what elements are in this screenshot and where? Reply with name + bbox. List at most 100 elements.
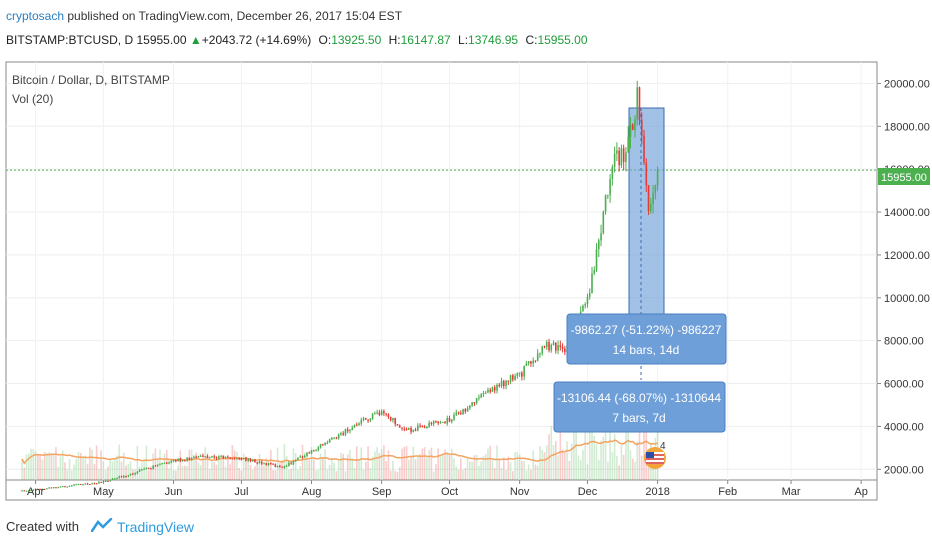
candle-body	[113, 478, 116, 480]
candle-body	[460, 412, 462, 414]
volume-bar	[238, 468, 240, 480]
volume-bar	[170, 460, 173, 480]
volume-bar	[412, 446, 415, 480]
price-tick-label: 8000.00	[884, 336, 924, 348]
candle-body	[448, 418, 451, 422]
candle-body	[281, 466, 283, 468]
volume-bar	[437, 448, 439, 480]
volume-bar	[595, 444, 598, 480]
candle-body	[600, 233, 602, 241]
candle-body	[50, 487, 53, 489]
volume-bar	[213, 461, 216, 480]
candle-body	[256, 462, 259, 464]
candle-body	[254, 459, 256, 463]
candle-body	[398, 425, 401, 428]
candle-body	[487, 389, 489, 393]
volume-bar	[478, 465, 480, 480]
volume-bar	[109, 458, 112, 480]
candle-body	[360, 419, 363, 424]
candle-body	[457, 412, 460, 414]
published-text: published on TradingView.com, December 2…	[64, 9, 403, 23]
candle-body	[116, 478, 118, 480]
tradingview-brand-link[interactable]: TradingView	[116, 518, 195, 535]
candle-body	[521, 372, 523, 377]
candle-body	[25, 490, 28, 492]
annotation-1[interactable]: -9862.27 (-51.22%) -986227 14 bars, 14d	[566, 313, 727, 365]
candle-body	[163, 462, 166, 464]
event-badge[interactable]: 4	[644, 441, 666, 469]
price-chart[interactable]: 20000.0018000.0016000.0014000.0012000.00…	[0, 0, 932, 510]
candle-body	[484, 392, 487, 394]
tradingview-logo-icon	[90, 517, 113, 535]
volume-bar	[634, 461, 636, 480]
candle-body	[609, 179, 611, 196]
candle-body	[358, 423, 360, 426]
low-value: 13746.95	[468, 33, 519, 47]
candle-body	[559, 345, 562, 348]
candle-body	[134, 473, 136, 475]
volume-bar	[161, 462, 164, 480]
close-label: C:	[525, 33, 538, 47]
time-tick-label: Ap	[854, 486, 867, 498]
candle-body	[172, 460, 175, 462]
candle-body	[478, 397, 480, 399]
candle-body	[41, 488, 44, 490]
price-tick-label: 20000.00	[884, 78, 930, 90]
volume-bar	[206, 452, 209, 480]
volume-bar	[80, 453, 82, 480]
time-tick-label: Dec	[578, 486, 598, 498]
candle-body	[385, 413, 387, 415]
candle-body	[383, 411, 385, 414]
annotation-2-line2: 7 bars, 7d	[612, 411, 665, 425]
candle-body	[419, 425, 421, 427]
volume-bar	[154, 448, 157, 480]
volume-bar	[512, 471, 514, 480]
volume-bar	[448, 455, 451, 480]
volume-bar	[111, 461, 114, 480]
candle-body	[403, 428, 406, 430]
candle-body	[70, 485, 73, 487]
candle-body	[122, 476, 125, 478]
volume-bar	[450, 448, 453, 480]
candle-body	[211, 456, 213, 458]
volume-bar	[521, 460, 523, 480]
volume-bar	[25, 454, 28, 480]
volume-bar	[586, 464, 589, 480]
volume-bar	[195, 452, 197, 480]
volume-bar	[299, 466, 302, 480]
candle-body	[405, 429, 408, 431]
volume-bar	[550, 426, 553, 480]
volume-bar	[417, 456, 419, 480]
candle-body	[152, 465, 154, 469]
price-tick-label: 10000.00	[884, 293, 930, 305]
candle-body	[263, 463, 265, 465]
candle-body	[335, 437, 338, 439]
grid	[6, 62, 877, 480]
candle-body	[208, 456, 211, 458]
volume-bar	[317, 469, 320, 480]
volume-bar	[561, 449, 564, 480]
volume-bar	[414, 459, 417, 480]
author-link[interactable]: cryptosach	[6, 9, 65, 23]
candlesticks	[21, 80, 659, 492]
volume-bar	[534, 464, 537, 480]
candle-body	[120, 476, 123, 478]
candle-body	[319, 444, 322, 448]
candle-body	[68, 485, 71, 487]
volume-bar	[98, 468, 100, 480]
volume-bar	[566, 441, 568, 480]
volume-bar	[367, 446, 369, 480]
volume-bar	[211, 460, 213, 480]
volume-bar	[487, 448, 489, 480]
candle-body	[111, 478, 114, 480]
volume-bar	[541, 449, 544, 480]
measure-range-box[interactable]	[628, 107, 665, 315]
annotation-2[interactable]: -13106.44 (-68.07%) -1310644 7 bars, 7d	[553, 381, 726, 433]
candle-body	[564, 348, 566, 353]
volume-bar	[335, 471, 338, 480]
candle-body	[306, 452, 308, 457]
volume-bar	[328, 464, 331, 480]
candle-body	[450, 419, 453, 422]
candle-body	[154, 465, 157, 467]
candle-body	[344, 429, 347, 435]
